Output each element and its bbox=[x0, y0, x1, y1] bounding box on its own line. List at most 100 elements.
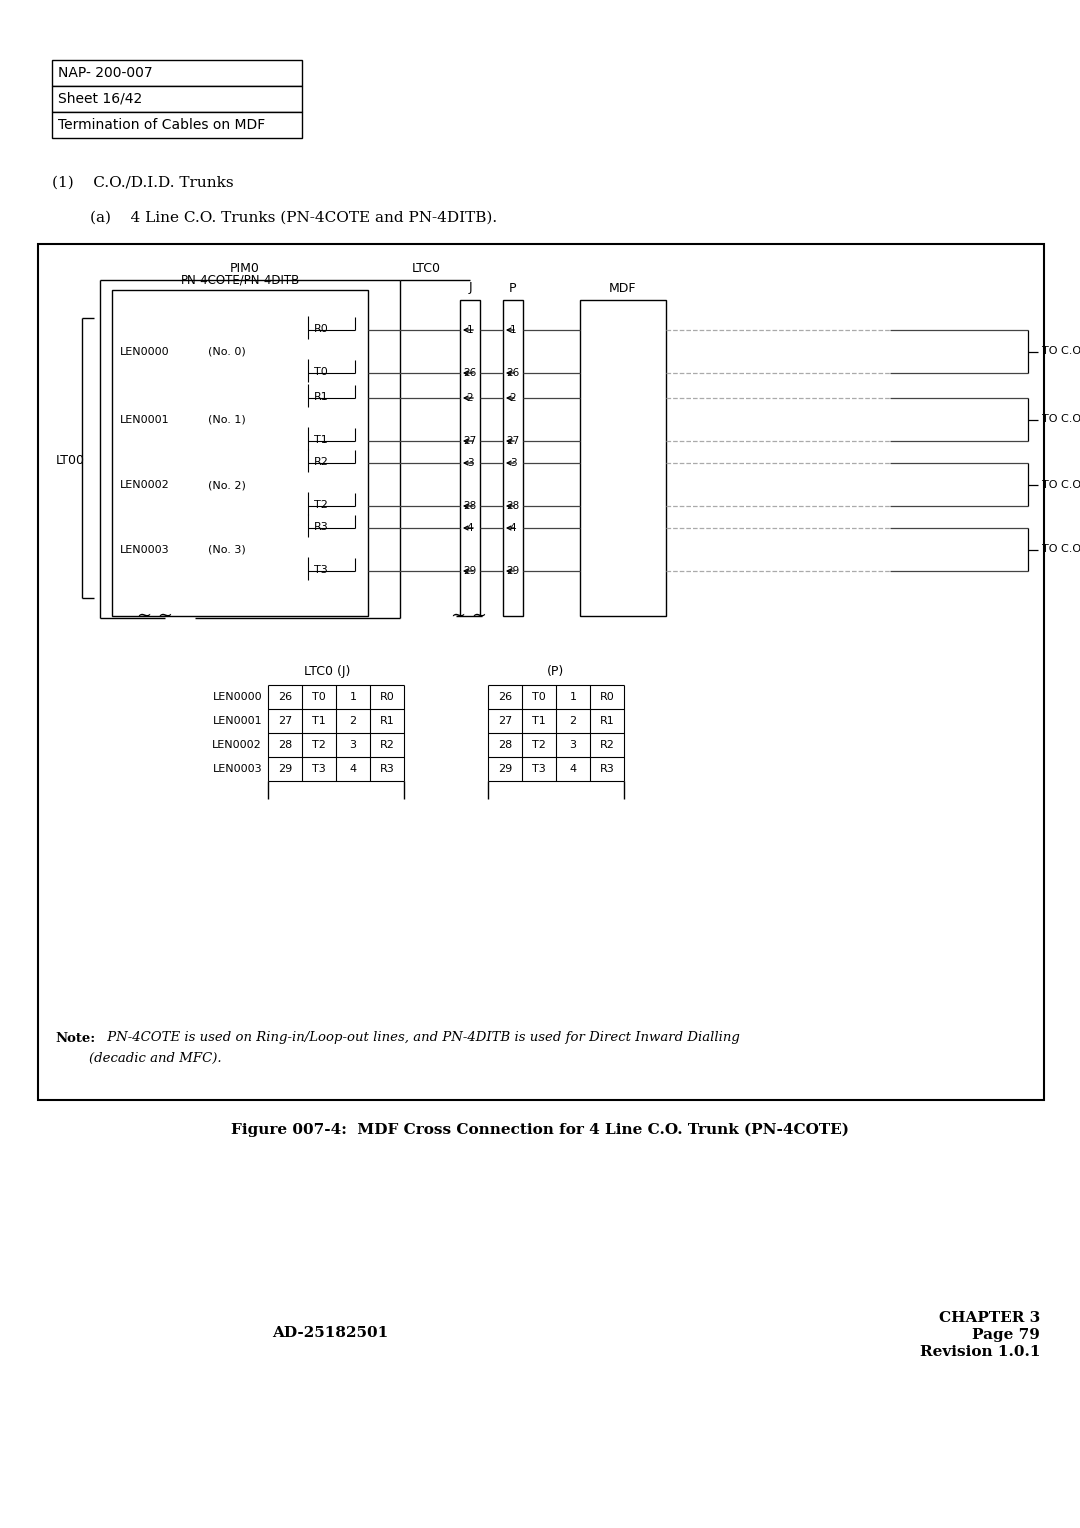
Text: 29: 29 bbox=[463, 565, 476, 576]
Text: 26: 26 bbox=[498, 692, 512, 701]
Text: 29: 29 bbox=[278, 764, 292, 775]
Text: 3: 3 bbox=[350, 740, 356, 750]
Text: 28: 28 bbox=[507, 501, 519, 510]
Text: T1: T1 bbox=[314, 435, 327, 445]
Text: R1: R1 bbox=[314, 393, 328, 402]
Text: T3: T3 bbox=[314, 565, 327, 575]
Text: 4: 4 bbox=[510, 523, 516, 533]
Text: 26: 26 bbox=[278, 692, 292, 701]
Text: LTC0 (J): LTC0 (J) bbox=[303, 666, 350, 678]
Text: 1: 1 bbox=[569, 692, 577, 701]
Text: 3: 3 bbox=[510, 458, 516, 468]
Text: TO C.O. LINE: TO C.O. LINE bbox=[1042, 480, 1080, 489]
Text: LEN0002: LEN0002 bbox=[213, 740, 262, 750]
Text: 1: 1 bbox=[467, 325, 473, 335]
Bar bbox=[52, 112, 302, 138]
Text: 28: 28 bbox=[498, 740, 512, 750]
Text: (1)    C.O./D.I.D. Trunks: (1) C.O./D.I.D. Trunks bbox=[52, 176, 233, 189]
Text: T2: T2 bbox=[314, 500, 328, 510]
Text: MDF: MDF bbox=[609, 281, 637, 295]
Text: 26: 26 bbox=[507, 368, 519, 377]
Text: LEN0002: LEN0002 bbox=[120, 480, 170, 490]
Bar bbox=[52, 86, 302, 112]
Text: TO C.O. LINE: TO C.O. LINE bbox=[1042, 347, 1080, 356]
Text: ∼ ∼: ∼ ∼ bbox=[451, 607, 487, 625]
Text: J: J bbox=[469, 281, 472, 295]
Bar bbox=[38, 244, 1044, 1100]
Text: (No. 0): (No. 0) bbox=[208, 347, 246, 358]
Text: PN-4COTE/PN-4DITB: PN-4COTE/PN-4DITB bbox=[180, 274, 299, 287]
Text: TO C.O. LINE: TO C.O. LINE bbox=[1042, 544, 1080, 555]
Text: T3: T3 bbox=[312, 764, 326, 775]
Text: R3: R3 bbox=[599, 764, 615, 775]
Bar bbox=[112, 290, 368, 616]
Bar bbox=[460, 299, 480, 616]
Text: NAP- 200-007: NAP- 200-007 bbox=[58, 66, 152, 79]
Text: (No. 2): (No. 2) bbox=[208, 480, 246, 490]
Text: 2: 2 bbox=[569, 717, 577, 726]
Text: T0: T0 bbox=[314, 367, 327, 377]
Text: Termination of Cables on MDF: Termination of Cables on MDF bbox=[58, 118, 266, 131]
Bar bbox=[52, 60, 302, 86]
Text: 28: 28 bbox=[278, 740, 292, 750]
Text: R2: R2 bbox=[599, 740, 615, 750]
Text: AD-25182501: AD-25182501 bbox=[272, 1326, 388, 1340]
Text: LTC0: LTC0 bbox=[411, 261, 441, 275]
Text: LEN0001: LEN0001 bbox=[120, 416, 170, 425]
Text: T3: T3 bbox=[532, 764, 545, 775]
Text: P: P bbox=[510, 281, 516, 295]
Text: Revision 1.0.1: Revision 1.0.1 bbox=[919, 1345, 1040, 1358]
Text: TO C.O. LINE: TO C.O. LINE bbox=[1042, 414, 1080, 425]
Text: (No. 3): (No. 3) bbox=[208, 545, 246, 555]
Text: R1: R1 bbox=[599, 717, 615, 726]
Text: T2: T2 bbox=[312, 740, 326, 750]
Text: LEN0003: LEN0003 bbox=[213, 764, 262, 775]
Text: (P): (P) bbox=[548, 666, 565, 678]
Text: LEN0000: LEN0000 bbox=[213, 692, 262, 701]
Text: 2: 2 bbox=[467, 393, 473, 403]
Text: 27: 27 bbox=[463, 435, 476, 446]
Text: Page 79: Page 79 bbox=[972, 1328, 1040, 1342]
Text: Note:: Note: bbox=[55, 1031, 95, 1045]
Text: T1: T1 bbox=[312, 717, 326, 726]
Text: PN-4COTE is used on Ring-in/Loop-out lines, and PN-4DITB is used for Direct Inwa: PN-4COTE is used on Ring-in/Loop-out lin… bbox=[103, 1031, 740, 1045]
Text: CHAPTER 3: CHAPTER 3 bbox=[939, 1311, 1040, 1325]
Text: LEN0001: LEN0001 bbox=[213, 717, 262, 726]
Text: T2: T2 bbox=[532, 740, 545, 750]
Text: T0: T0 bbox=[532, 692, 545, 701]
Text: (decadic and MFC).: (decadic and MFC). bbox=[55, 1051, 221, 1065]
Text: LT00: LT00 bbox=[55, 454, 84, 466]
Text: 2: 2 bbox=[510, 393, 516, 403]
Text: Figure 007-4:  MDF Cross Connection for 4 Line C.O. Trunk (PN-4COTE): Figure 007-4: MDF Cross Connection for 4… bbox=[231, 1123, 849, 1137]
Text: R3: R3 bbox=[380, 764, 394, 775]
Text: 4: 4 bbox=[350, 764, 356, 775]
Text: R0: R0 bbox=[314, 324, 328, 335]
Text: T0: T0 bbox=[312, 692, 326, 701]
Text: R0: R0 bbox=[599, 692, 615, 701]
Text: 1: 1 bbox=[350, 692, 356, 701]
Text: T1: T1 bbox=[532, 717, 545, 726]
Text: LEN0003: LEN0003 bbox=[120, 545, 170, 555]
Text: R2: R2 bbox=[379, 740, 394, 750]
Text: PIM0: PIM0 bbox=[230, 261, 260, 275]
Text: R3: R3 bbox=[314, 523, 328, 532]
Text: R2: R2 bbox=[314, 457, 329, 468]
Text: 27: 27 bbox=[498, 717, 512, 726]
Bar bbox=[503, 299, 523, 616]
Text: R1: R1 bbox=[380, 717, 394, 726]
Text: ∼ ∼: ∼ ∼ bbox=[137, 607, 173, 625]
Text: 27: 27 bbox=[278, 717, 292, 726]
Text: Sheet 16/42: Sheet 16/42 bbox=[58, 92, 143, 105]
Text: 4: 4 bbox=[467, 523, 473, 533]
Text: (No. 1): (No. 1) bbox=[208, 416, 246, 425]
Text: (a)    4 Line C.O. Trunks (PN-4COTE and PN-4DITB).: (a) 4 Line C.O. Trunks (PN-4COTE and PN-… bbox=[90, 211, 497, 225]
Text: 4: 4 bbox=[569, 764, 577, 775]
Text: 1: 1 bbox=[510, 325, 516, 335]
Text: 2: 2 bbox=[350, 717, 356, 726]
Text: 27: 27 bbox=[507, 435, 519, 446]
Text: 28: 28 bbox=[463, 501, 476, 510]
Bar bbox=[580, 299, 666, 616]
Text: 3: 3 bbox=[569, 740, 577, 750]
Text: 29: 29 bbox=[507, 565, 519, 576]
Text: 3: 3 bbox=[467, 458, 473, 468]
